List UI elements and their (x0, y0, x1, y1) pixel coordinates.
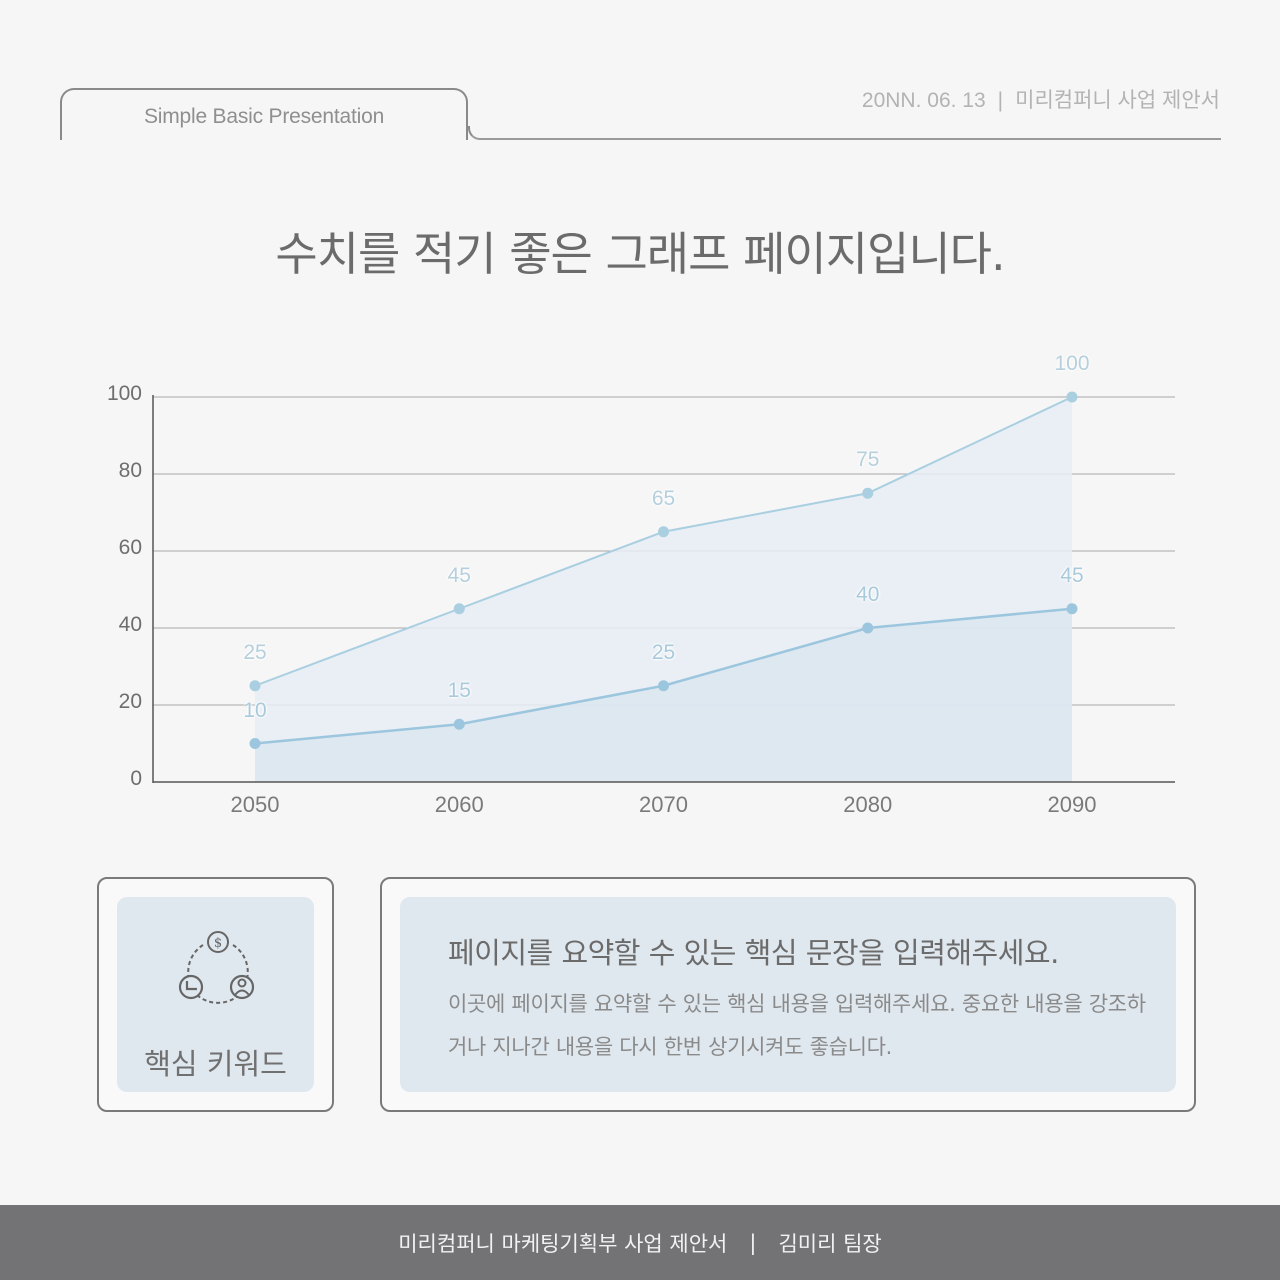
y-tick-label: 40 (118, 613, 142, 636)
keyword-card: $ 핵심 키워드 (97, 877, 334, 1112)
data-label: 15 (447, 679, 471, 703)
data-point (658, 680, 669, 692)
data-label: 25 (651, 640, 676, 664)
y-tick-label: 80 (118, 459, 142, 482)
keyword-card-fill: $ 핵심 키워드 (117, 897, 314, 1092)
y-tick-label: 100 (106, 382, 142, 405)
y-tick-label: 0 (130, 767, 142, 790)
header-date: 20NN. 06. 13 (861, 89, 986, 112)
footer-company: 미리컴퍼니 마케팅기획부 사업 제안서 (398, 1231, 728, 1256)
data-label: 65 (651, 486, 676, 510)
page-title: 수치를 적기 좋은 그래프 페이지입니다. (275, 227, 1005, 281)
x-tick-label: 2060 (434, 792, 484, 817)
footer-separator: | (749, 1230, 757, 1255)
x-tick-label: 2090 (1047, 792, 1097, 817)
y-tick-label: 20 (118, 690, 142, 713)
data-point (862, 622, 874, 634)
data-label: 100 (1054, 352, 1090, 375)
header-separator: | (997, 89, 1004, 112)
data-label: 40 (856, 583, 880, 606)
data-point (453, 603, 465, 615)
data-label: 45 (1060, 563, 1084, 587)
keyword-label: 핵심 키워드 (144, 1047, 287, 1081)
footer: 미리컴퍼니 마케팅기획부 사업 제안서 | 김미리 팀장 (0, 1205, 1280, 1280)
svg-text:$: $ (214, 936, 222, 951)
footer-author: 김미리 팀장 (778, 1231, 882, 1256)
data-point (1066, 391, 1078, 403)
data-point (249, 738, 261, 749)
header-tab: Simple Basic Presentation (60, 88, 468, 140)
y-tick-label: 60 (118, 536, 142, 559)
data-label: 10 (243, 698, 267, 722)
series-area (255, 608, 1072, 782)
money-time-people-cycle-icon: $ (178, 931, 255, 1004)
data-label: 25 (243, 640, 267, 664)
x-tick-label: 2070 (639, 792, 688, 817)
chart-plot (152, 391, 1175, 783)
area-line-chart: 0 20 40 60 80 100 2050 2060 2070 2080 2090 25 45 65… (106, 352, 1175, 817)
summary-card-fill: 페이지를 요약할 수 있는 핵심 문장을 입력해주세요. 이곳에 페이지를 요약… (400, 897, 1176, 1092)
x-tick-label: 2050 (230, 792, 280, 817)
header-meta: 20NN. 06. 13 | 미리컴퍼니 사업 제안서 (862, 84, 1220, 114)
summary-card: 페이지를 요약할 수 있는 핵심 문장을 입력해주세요. 이곳에 페이지를 요약… (380, 877, 1196, 1112)
x-tick-label: 2080 (843, 792, 893, 817)
data-point (1066, 603, 1078, 615)
data-label: 75 (856, 448, 880, 472)
chart-lines (249, 391, 1078, 749)
data-point (249, 680, 261, 692)
data-label: 45 (447, 563, 471, 587)
data-point (862, 487, 874, 499)
data-point (658, 526, 669, 538)
header-tab-label: Simple Basic Presentation (143, 105, 385, 128)
header-doc-title: 미리컴퍼니 사업 제안서 (1015, 89, 1220, 112)
summary-body: 이곳에 페이지를 요약할 수 있는 핵심 내용을 입력해주세요. 중요한 내용을… (448, 992, 1146, 1059)
data-point (453, 718, 465, 730)
header-divider (468, 126, 1221, 140)
summary-title: 페이지를 요약할 수 있는 핵심 문장을 입력해주세요. (448, 936, 1059, 970)
